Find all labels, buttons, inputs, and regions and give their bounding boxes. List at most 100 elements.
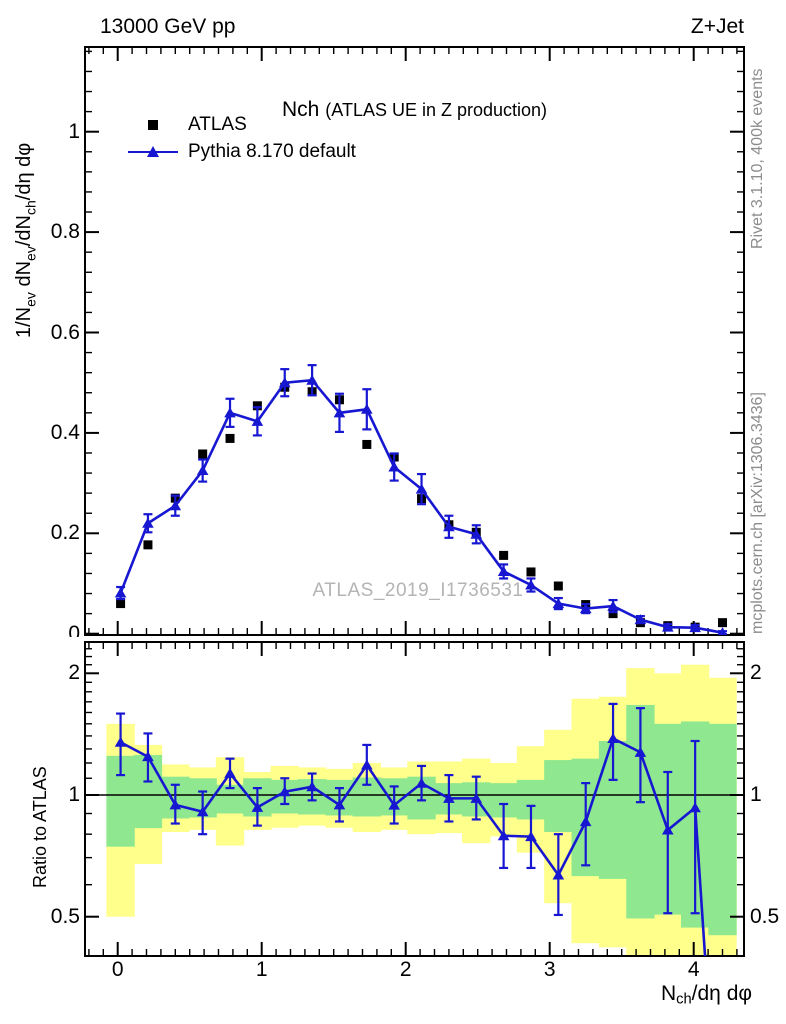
legend-item-pythia: Pythia 8.170 default (128, 138, 356, 165)
plot-title-detail: (ATLAS UE in Z production) (325, 100, 548, 120)
ratio-marker (470, 792, 483, 803)
legend-label: ATLAS (188, 113, 247, 135)
legend: ATLAS Pythia 8.170 default (128, 111, 356, 165)
ratio-marker (361, 759, 373, 770)
legend-item-atlas: ATLAS (128, 111, 356, 138)
y-ratio-tick-label-left: 0.5 (50, 904, 80, 928)
y-ratio-tick-label-right: 1 (750, 783, 762, 806)
pythia-marker (717, 627, 728, 635)
process-label: Z+Jet (690, 15, 744, 38)
y-ratio-tick-label-right: 2 (750, 661, 762, 685)
pythia-marker (470, 528, 483, 539)
ratio-marker (497, 830, 510, 841)
ratio-marker (443, 792, 455, 803)
atlas-marker (225, 433, 235, 443)
atlas-marker (116, 599, 126, 609)
atlas-marker (608, 609, 618, 619)
pythia-marker (552, 598, 565, 609)
label-part: dN (13, 260, 35, 293)
x-axis-label: Nch/dη dφ (480, 982, 752, 1008)
pythia-marker (169, 500, 182, 511)
atlas-marker (362, 439, 372, 449)
ratio-marker (251, 801, 264, 812)
pythia-marker (361, 403, 373, 414)
pythia-marker (224, 407, 236, 418)
pythia-marker (443, 521, 455, 532)
ratio-marker (415, 777, 428, 788)
green-band-bin (544, 760, 573, 832)
rivet-version-note: Rivet 3.1.10, 400k events (749, 68, 766, 249)
atlas-marker (198, 449, 208, 459)
y-main-tick-label: 1 (68, 119, 80, 143)
green-band-bin (215, 784, 245, 814)
y-ratio-tick-label-left: 1 (68, 783, 80, 806)
beam-energy-label: 13000 GeV pp (100, 15, 236, 38)
pythia-marker (607, 600, 619, 611)
y-main-tick-label: 0.6 (50, 320, 80, 344)
pythia-marker (388, 461, 400, 472)
ratio-marker (525, 831, 537, 842)
label-part: ch (676, 991, 692, 1008)
legend-label: Pythia 8.170 default (188, 140, 356, 162)
plot-title: Nch (ATLAS UE in Z production) (85, 98, 744, 122)
pythia-marker (278, 377, 291, 388)
atlas-marker (718, 618, 727, 628)
label-part: N (660, 982, 677, 1005)
ratio-marker (169, 799, 182, 810)
pythia-marker (251, 415, 264, 426)
ratio-marker (579, 816, 592, 827)
x-tick-label: 2 (399, 958, 412, 981)
watermark: ATLAS_2019_I1736531 (312, 580, 524, 601)
plot-title-main: Nch (281, 98, 320, 121)
atlas-marker (252, 401, 262, 411)
pythia-line-triangle-marker-icon (128, 145, 178, 159)
atlas-marker (143, 540, 153, 550)
label-part: /dη dφ (691, 982, 752, 1005)
y-axis-label: 1/Nev dNev/dNch/dη dφ (12, 38, 42, 338)
pythia-marker (525, 579, 537, 590)
uncertainty-bands (106, 664, 737, 956)
pythia-marker (661, 621, 674, 632)
ratio-marker (552, 869, 565, 880)
label-part: ev (22, 246, 39, 261)
y-main-tick-label: 0.2 (50, 521, 80, 545)
mcplots-reference-note: mcplots.cern.ch [arXiv:1306.3436] (749, 392, 766, 634)
pythia-marker (634, 614, 647, 625)
pythia-marker (114, 587, 127, 598)
pythia-series (114, 364, 728, 635)
y-main-tick-label: 0 (68, 622, 80, 637)
pythia-marker (689, 622, 701, 633)
y-main-tick-label: 0.4 (50, 420, 80, 444)
x-tick-label: 1 (255, 958, 268, 981)
ratio-marker (388, 799, 400, 810)
pythia-marker (142, 517, 154, 528)
ratio-marker (306, 781, 318, 792)
ratio-series (114, 702, 707, 956)
ratio-marker (114, 736, 127, 747)
pythia-marker (196, 465, 209, 476)
label-part: ch (22, 200, 39, 216)
x-tick-label: 4 (687, 958, 700, 981)
ratio-marker (224, 767, 236, 778)
ratio-marker (634, 746, 647, 757)
pythia-marker (579, 603, 592, 614)
pythia-marker (306, 374, 318, 385)
atlas-marker (553, 581, 563, 591)
ratio-marker (278, 786, 291, 797)
atlas-marker (526, 567, 536, 577)
pythia-marker (497, 565, 510, 576)
ratio-marker (333, 799, 346, 810)
ratio-panel-frame (84, 641, 745, 957)
main-panel-frame (84, 46, 745, 636)
ratio-marker (607, 732, 619, 743)
label-part: ev (22, 292, 39, 307)
label-part: /dη dφ (13, 142, 35, 201)
y-main-tick-label: 0.8 (50, 220, 80, 244)
pythia-marker (415, 483, 428, 494)
green-band-bin (708, 723, 737, 936)
axis-ticks (85, 47, 744, 956)
x-tick-label: 3 (543, 958, 556, 981)
ratio-marker (196, 806, 209, 817)
